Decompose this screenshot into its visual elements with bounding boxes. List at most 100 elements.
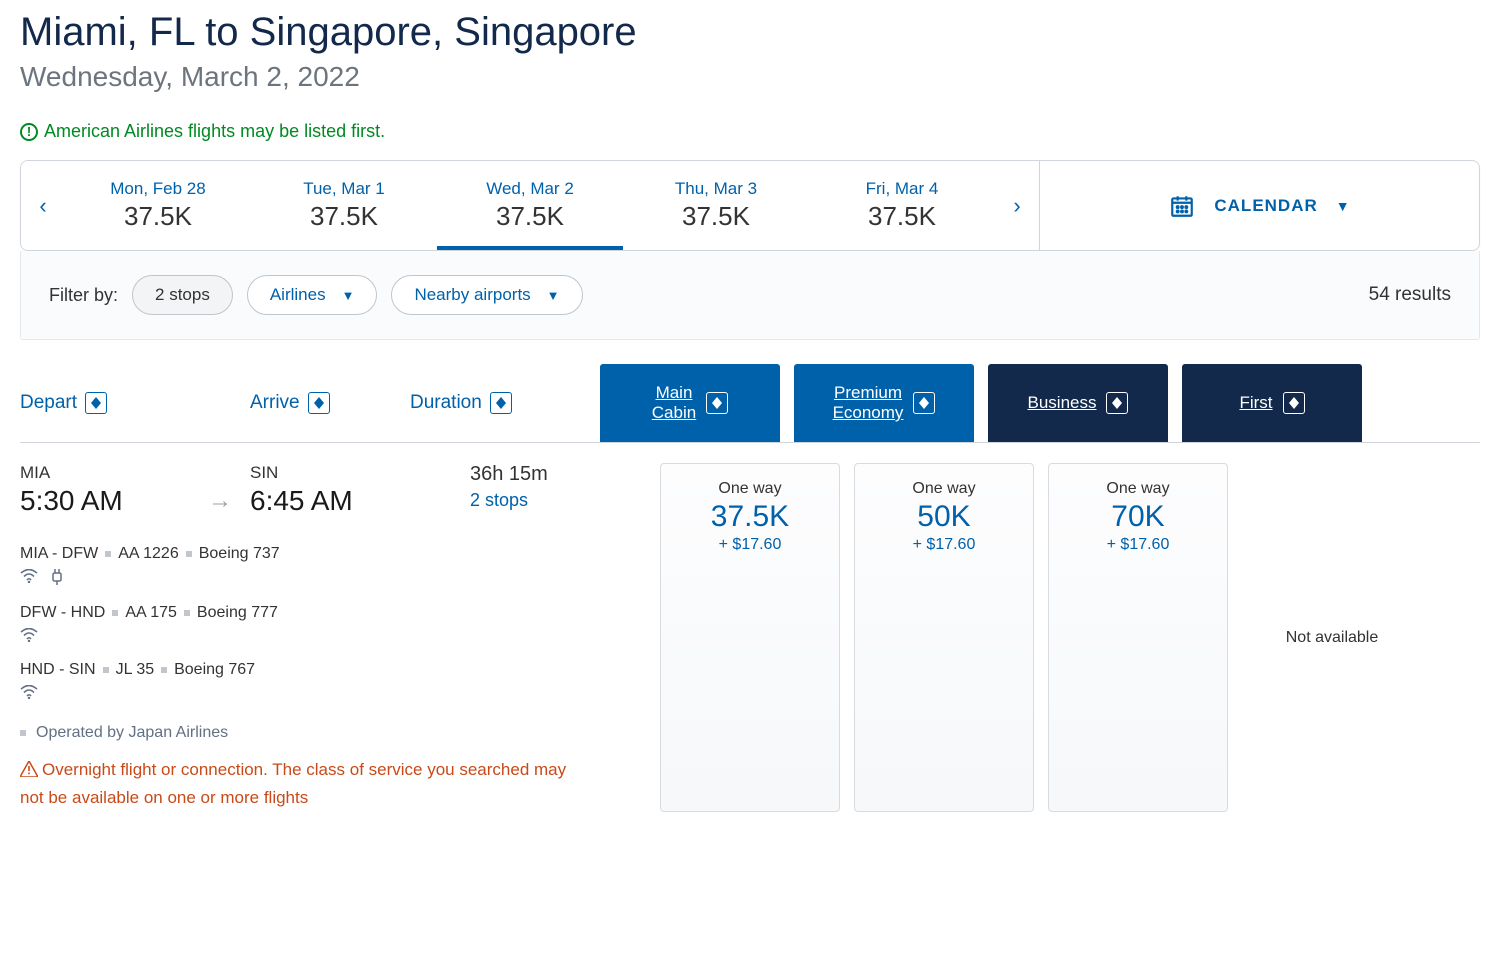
sort-duration[interactable]: Duration xyxy=(410,364,600,442)
next-dates-arrow[interactable]: › xyxy=(995,193,1039,219)
date-option[interactable]: Mon, Feb 28 37.5K xyxy=(65,161,251,250)
date-option-label: Tue, Mar 1 xyxy=(251,179,437,199)
separator-icon xyxy=(103,667,109,673)
date-carousel: ‹ Mon, Feb 28 37.5KTue, Mar 1 37.5KWed, … xyxy=(21,161,1039,250)
date-option[interactable]: Tue, Mar 1 37.5K xyxy=(251,161,437,250)
stops-link[interactable]: 2 stops xyxy=(470,490,660,511)
sort-depart[interactable]: Depart xyxy=(20,364,250,442)
segment-line: MIA - DFW AA 1226 Boeing 737 xyxy=(20,545,660,563)
date-option-label: Thu, Mar 3 xyxy=(623,179,809,199)
filter-nearby-pill[interactable]: Nearby airports ▼ xyxy=(391,275,582,315)
segment-route: DFW - HND xyxy=(20,604,105,622)
sort-icon xyxy=(913,392,935,414)
route-arrow-icon: → xyxy=(190,463,250,515)
fare-tax: + $17.60 xyxy=(1057,536,1219,554)
sort-duration-label: Duration xyxy=(410,392,482,414)
filter-nearby-label: Nearby airports xyxy=(414,285,530,305)
segment-line: DFW - HND AA 175 Boeing 777 xyxy=(20,604,660,622)
depart-block: MIA 5:30 AM xyxy=(20,463,190,517)
warning-text: Overnight flight or connection. The clas… xyxy=(20,760,566,807)
results-count: 54 results xyxy=(1369,284,1451,306)
chevron-down-icon: ▼ xyxy=(1336,198,1351,214)
date-selector-bar: ‹ Mon, Feb 28 37.5KTue, Mar 1 37.5KWed, … xyxy=(20,160,1480,251)
sort-icon xyxy=(490,392,512,414)
fare-card-business[interactable]: One way 70K + $17.60 xyxy=(1048,463,1228,812)
warning-icon xyxy=(20,761,38,777)
separator-icon xyxy=(186,551,192,557)
amenities-row xyxy=(20,628,660,647)
segment-route: MIA - DFW xyxy=(20,545,98,563)
flight-row: MIA 5:30 AM → SIN 6:45 AM 36h 15m 2 stop… xyxy=(20,443,1480,812)
filter-bar: Filter by: 2 stops Airlines ▼ Nearby air… xyxy=(20,251,1480,340)
filter-stops-pill[interactable]: 2 stops xyxy=(132,275,233,315)
separator-icon xyxy=(161,667,167,673)
overnight-warning: Overnight flight or connection. The clas… xyxy=(20,756,580,812)
sort-icon xyxy=(1283,392,1305,414)
wifi-icon xyxy=(20,569,38,583)
arrive-airport-code: SIN xyxy=(250,463,470,483)
page-subtitle: Wednesday, March 2, 2022 xyxy=(20,61,1480,93)
sort-icon xyxy=(1106,392,1128,414)
cabin-header-main[interactable]: MainCabin xyxy=(600,364,780,442)
notice-text: American Airlines flights may be listed … xyxy=(44,121,385,142)
results-header-row: Depart Arrive Duration MainCabin Premium… xyxy=(20,364,1480,443)
fare-not-available: Not available xyxy=(1242,463,1422,812)
segment-route: HND - SIN xyxy=(20,661,96,679)
operated-by: Operated by Japan Airlines xyxy=(20,724,660,742)
separator-icon xyxy=(105,551,111,557)
wifi-icon xyxy=(20,685,38,699)
chevron-down-icon: ▼ xyxy=(547,288,560,303)
fare-miles: 37.5K xyxy=(669,500,831,534)
cabin-header-label: First xyxy=(1239,393,1272,413)
operated-by-text: Operated by Japan Airlines xyxy=(36,724,228,742)
arrive-block: SIN 6:45 AM xyxy=(250,463,470,517)
date-option-price: 37.5K xyxy=(251,201,437,232)
cabin-header-label: Business xyxy=(1028,393,1097,413)
filter-airlines-label: Airlines xyxy=(270,285,326,305)
amenities-row xyxy=(20,685,660,704)
depart-time: 5:30 AM xyxy=(20,485,190,517)
segment-aircraft: Boeing 777 xyxy=(197,604,278,622)
fare-card-main[interactable]: One way 37.5K + $17.60 xyxy=(660,463,840,812)
cabin-header-label: MainCabin xyxy=(652,383,696,422)
separator-icon xyxy=(184,610,190,616)
filter-label: Filter by: xyxy=(49,285,118,306)
cabin-header-label: PremiumEconomy xyxy=(833,383,904,422)
sort-icon xyxy=(308,392,330,414)
info-icon: ! xyxy=(20,123,38,141)
segment-flight: AA 1226 xyxy=(118,545,179,563)
calendar-icon xyxy=(1168,193,1196,219)
sort-arrive[interactable]: Arrive xyxy=(250,364,410,442)
priority-notice: ! American Airlines flights may be liste… xyxy=(20,121,1480,142)
fare-tax: + $17.60 xyxy=(863,536,1025,554)
cabin-header-first[interactable]: First xyxy=(1182,364,1362,442)
cabin-header-business[interactable]: Business xyxy=(988,364,1168,442)
date-option[interactable]: Fri, Mar 4 37.5K xyxy=(809,161,995,250)
cabin-header-premium[interactable]: PremiumEconomy xyxy=(794,364,974,442)
date-option-price: 37.5K xyxy=(437,201,623,232)
segment-flight: JL 35 xyxy=(116,661,155,679)
calendar-button[interactable]: CALENDAR ▼ xyxy=(1039,161,1479,250)
filter-airlines-pill[interactable]: Airlines ▼ xyxy=(247,275,378,315)
segment-line: HND - SIN JL 35 Boeing 767 xyxy=(20,661,660,679)
date-option[interactable]: Thu, Mar 3 37.5K xyxy=(623,161,809,250)
duration-block: 36h 15m 2 stops xyxy=(470,463,660,511)
fare-card-premium[interactable]: One way 50K + $17.60 xyxy=(854,463,1034,812)
date-option-label: Mon, Feb 28 xyxy=(65,179,251,199)
date-option-price: 37.5K xyxy=(65,201,251,232)
date-option-label: Wed, Mar 2 xyxy=(437,179,623,199)
sort-icon xyxy=(706,392,728,414)
power-icon xyxy=(50,569,64,585)
calendar-label: CALENDAR xyxy=(1214,196,1317,216)
segment-aircraft: Boeing 737 xyxy=(199,545,280,563)
date-option-price: 37.5K xyxy=(623,201,809,232)
arrive-time: 6:45 AM xyxy=(250,485,470,517)
separator-icon xyxy=(112,610,118,616)
segment-flight: AA 175 xyxy=(125,604,177,622)
prev-dates-arrow[interactable]: ‹ xyxy=(21,193,65,219)
date-option-price: 37.5K xyxy=(809,201,995,232)
wifi-icon xyxy=(20,628,38,642)
fare-type: One way xyxy=(863,480,1025,498)
fare-type: One way xyxy=(1057,480,1219,498)
date-option[interactable]: Wed, Mar 2 37.5K xyxy=(437,161,623,250)
